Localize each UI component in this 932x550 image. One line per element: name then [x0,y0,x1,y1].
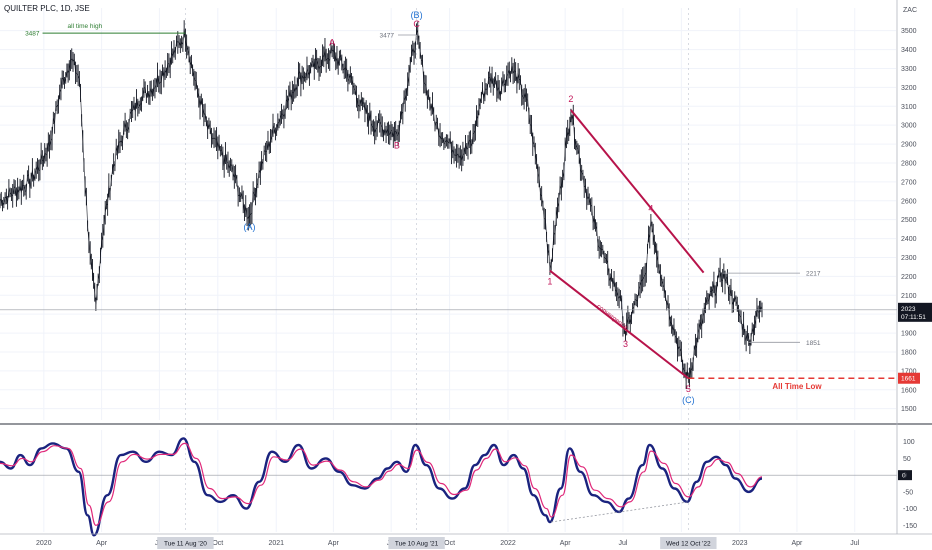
ath-value: 3487 [25,31,40,38]
atl-value: 1661 [901,376,916,383]
wave-label: A [329,37,335,47]
price-pane[interactable] [0,20,763,389]
wave-label: 2 [568,94,573,104]
osc-tick-label: 100 [903,439,915,446]
time-tick-label: Oct [444,540,455,547]
date-tag-label: Tue 11 Aug '20 [164,541,207,548]
wave-label: (B) [411,10,423,20]
price-tick-label: 1800 [901,349,917,356]
date-tag [660,537,717,549]
price-tick-label: 2100 [901,293,917,300]
ath-label: all time high [68,23,103,30]
price-tick-label: 3100 [901,104,917,111]
time-tick-label: Jul [618,540,627,547]
date-tag-label: Wed 12 Oct '22 [666,541,711,548]
atl-tag [898,372,920,384]
wave-label: C [413,19,420,29]
wave-label: 3 [623,339,628,349]
price-tick-label: 1700 [901,368,917,375]
time-tick-label: Jul [850,540,859,547]
time-tick-label: 2022 [500,540,516,547]
price-tick-label: 3400 [901,47,917,54]
osc-tick-label: -50 [903,489,913,496]
osc-divergence-line [551,501,689,523]
wave-label: 5 [686,384,691,394]
time-tick-label: Apr [560,540,572,547]
osc-tick-label: -150 [903,523,917,530]
price-axis-unit: ZAC [903,7,917,14]
atl-label: All Time Low [772,382,822,391]
level-1851-value: 1851 [806,340,821,347]
price-tick-label: 3000 [901,123,917,130]
oscillator-pane[interactable]: 0 [0,437,912,537]
osc-tick-label: -100 [903,506,917,513]
date-tag [157,537,214,549]
time-tick-label: 2023 [732,540,748,547]
price-tick-label: 2600 [901,198,917,205]
price-tick-label: 2700 [901,179,917,186]
wave-label: 4 [648,204,653,214]
wave-label: (C) [682,395,695,405]
time-tick-label: Apr [791,540,803,547]
price-tick-label: 2400 [901,236,917,243]
price-tick-label: 2800 [901,160,917,167]
price-tick-label: 2300 [901,255,917,262]
price-tick-label: 1500 [901,406,917,413]
price-line [0,28,763,381]
date-tag [388,537,445,549]
osc-zero-value: 0 [902,473,906,480]
channel-lower-line [549,269,689,380]
current-price-countdown: 07:11:51 [901,314,926,321]
grid [0,8,896,532]
price-tick-label: 3500 [901,28,917,35]
level-2217-value: 2217 [806,271,821,278]
date-tag-label: Tue 10 Aug '21 [395,541,439,548]
high-2021-value: 3477 [380,33,395,40]
wave-label: 1 [547,277,552,287]
current-price-value: 2023 [901,306,916,313]
price-tick-label: 2200 [901,274,917,281]
osc-signal-line [0,442,763,526]
chart-title: QUILTER PLC, 1D, JSE [4,4,90,13]
wave-label: (A) [244,222,256,232]
osc-tick-label: 50 [903,456,911,463]
channel-upper-line [570,109,705,274]
time-tick-label: 2021 [268,540,284,547]
time-tick-label: Apr [328,540,340,547]
time-tick-label: 2020 [36,540,52,547]
price-tick-label: 3300 [901,66,917,73]
annotations: all time high 3487 3477 2217 1851 202307:11:5… [0,10,932,405]
price-tick-label: 1600 [901,387,917,394]
price-tick-label: 3200 [901,85,917,92]
price-tick-label: 2900 [901,142,917,149]
osc-zero-tag [898,470,912,481]
wave-label: B [394,141,400,151]
price-tick-label: 2500 [901,217,917,224]
current-price-tag [898,302,932,322]
osc-main-line [0,437,763,537]
convergence-label: convergence [595,303,629,332]
price-tick-label: 1900 [901,331,917,338]
osc-tick-label: 0 [903,473,907,480]
time-tick-label: Oct [212,540,223,547]
time-tick-label: Apr [96,540,108,547]
